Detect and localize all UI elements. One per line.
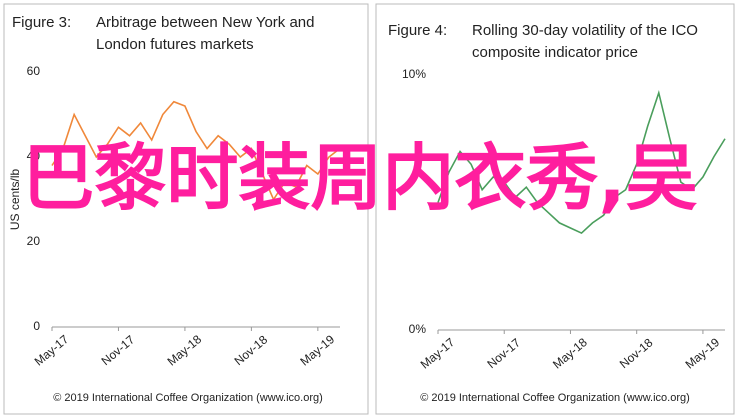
line [437,89,726,235]
y-tick-label: 0% [409,322,427,336]
x-tick-label: May-18 [550,335,590,372]
chart-title: Arbitrage between New York and London fu… [96,14,315,53]
panel-frame [375,3,735,415]
y-tick-label: 60 [27,64,41,78]
x-tick-label: May-17 [418,335,458,372]
x-tick-label: May-17 [32,332,72,369]
y-tick-label: 0 [33,319,40,333]
x-tick-label: May-19 [297,332,337,369]
y-tick-label: 40 [27,149,41,163]
line [51,100,341,202]
y-axis-label: US cents/lb [8,168,22,230]
x-tick-label: May-18 [165,332,205,369]
x-tick-label: Nov-17 [99,332,138,368]
source: © 2019 International Coffee Organization… [420,392,690,404]
x-tick-label: Nov-18 [617,335,656,371]
y-tick-label: 20 [27,234,41,248]
source: © 2019 International Coffee Organization… [53,392,323,404]
x-tick-label: Nov-18 [232,332,271,368]
y-tick-label: 10% [402,67,426,81]
figure-label: Figure 4: [388,22,448,39]
overlay-text: 巴黎时装周内衣秀,吴 [22,136,698,220]
panel-frame [3,3,369,415]
chart-title: Rolling 30-day volatility of the ICO com… [472,22,698,61]
x-tick-label: May-19 [683,335,723,372]
figure-label: Figure 3: [12,14,72,31]
x-tick-label: Nov-17 [484,335,523,371]
